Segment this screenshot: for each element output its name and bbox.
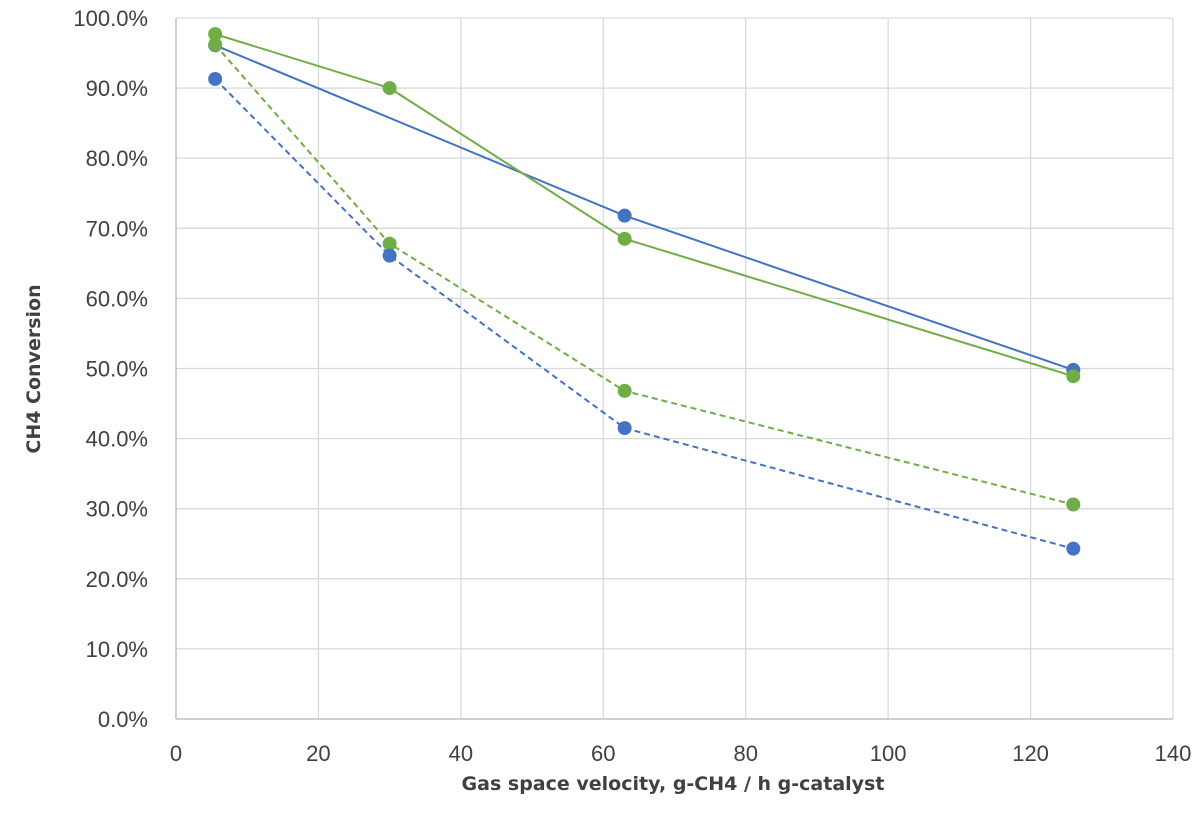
data-point [1066, 497, 1081, 512]
x-tick-label: 60 [591, 741, 615, 766]
series-group [208, 27, 1081, 556]
y-tick-label: 50.0% [86, 357, 148, 382]
x-tick-label: 140 [1155, 741, 1192, 766]
y-tick-label: 10.0% [86, 637, 148, 662]
axes [175, 18, 1173, 720]
data-point [208, 71, 223, 86]
x-tick-label: 20 [306, 741, 330, 766]
y-tick-label: 0.0% [98, 707, 148, 732]
y-tick-label: 70.0% [86, 216, 148, 241]
y-axis-title: CH4 Conversion [23, 284, 45, 453]
y-tick-label: 30.0% [86, 497, 148, 522]
data-point [1066, 541, 1081, 556]
data-point [617, 421, 632, 436]
y-tick-label: 40.0% [86, 427, 148, 452]
x-axis-title: Gas space velocity, g-CH4 / h g-catalyst [462, 773, 885, 795]
y-tick-label: 90.0% [86, 76, 148, 101]
data-point [382, 236, 397, 251]
data-point [382, 81, 397, 96]
data-point [208, 27, 223, 42]
tick-labels: 0.0% 10.0% 20.0% 30.0% 40.0% 50.0% 60.0% 70.0% 8… [73, 6, 1191, 766]
x-tick-label: 100 [870, 741, 907, 766]
y-tick-label: 20.0% [86, 567, 148, 592]
x-tick-label: 120 [1012, 741, 1049, 766]
y-tick-label: 100.0% [73, 6, 148, 31]
series-line [214, 78, 1074, 550]
x-tick-label: 0 [170, 741, 182, 766]
data-point [617, 208, 632, 223]
series-line [214, 43, 1074, 506]
data-point [382, 248, 397, 263]
data-point [617, 231, 632, 246]
series-line [214, 44, 1074, 371]
data-point [208, 37, 223, 52]
series-line [214, 33, 1074, 378]
gridlines [176, 17, 1174, 719]
x-tick-label: 80 [733, 741, 757, 766]
data-point [617, 383, 632, 398]
data-point [1066, 369, 1081, 384]
x-tick-label: 40 [449, 741, 473, 766]
y-tick-label: 60.0% [86, 286, 148, 311]
y-tick-label: 80.0% [86, 146, 148, 171]
